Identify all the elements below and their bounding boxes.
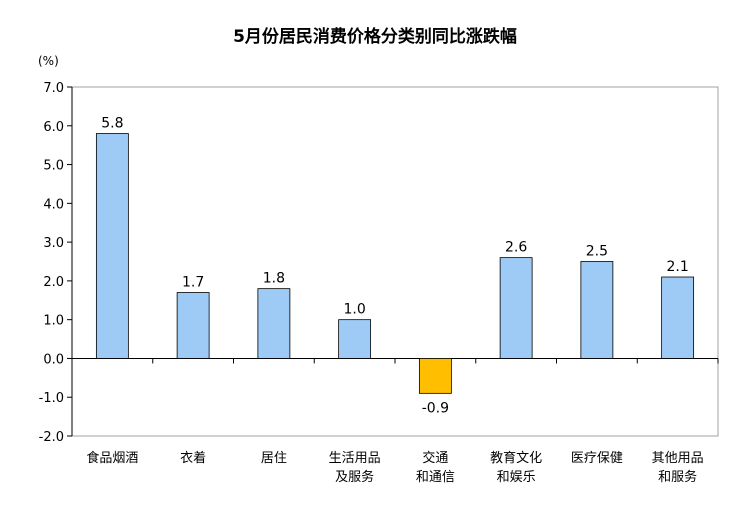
bar <box>418 358 452 394</box>
x-tick-label: 衣着 <box>180 450 206 466</box>
x-tick-label: 其他用品 <box>652 451 704 466</box>
y-tick-label: 0.0 <box>43 352 64 367</box>
x-tick-label: 居住 <box>261 451 287 466</box>
data-label: 2.1 <box>666 259 688 275</box>
data-label: 1.7 <box>182 275 204 291</box>
y-tick-label: -1.0 <box>39 391 64 406</box>
data-label: 1.0 <box>343 302 365 318</box>
data-label: 1.8 <box>263 271 285 287</box>
x-tick-label: 及服务 <box>335 469 374 485</box>
x-tick-label: 食品烟酒 <box>86 450 138 466</box>
x-tick-label: 教育文化 <box>490 450 542 466</box>
bar <box>580 261 614 359</box>
y-tick-label: 4.0 <box>43 197 64 212</box>
x-tick-label: 和服务 <box>658 469 697 485</box>
x-tick-label: 和通信 <box>416 470 455 485</box>
y-tick-label: 6.0 <box>43 120 64 135</box>
bar <box>661 276 695 359</box>
y-tick-label: 2.0 <box>43 275 64 290</box>
y-tick-label: 1.0 <box>43 314 64 329</box>
y-tick-label: 5.0 <box>43 159 64 174</box>
data-label: 2.6 <box>505 240 527 256</box>
y-tick-label: -2.0 <box>39 430 64 445</box>
chart-title: 5月份居民消费价格分类别同比涨跌幅 <box>233 27 517 47</box>
y-axis-unit: (%) <box>38 54 59 68</box>
x-tick-label: 医疗保健 <box>571 451 623 466</box>
bar <box>95 133 129 359</box>
x-tick-label: 和娱乐 <box>497 470 536 485</box>
bar <box>338 319 372 359</box>
y-tick-label: 7.0 <box>43 81 64 96</box>
bar <box>176 292 210 359</box>
bar <box>499 257 533 359</box>
data-label: 2.5 <box>586 244 608 260</box>
x-tick-label: 生活用品 <box>329 451 381 466</box>
data-label: -0.9 <box>422 400 449 416</box>
plot-frame <box>71 86 719 437</box>
x-tick-label: 交通 <box>422 450 448 466</box>
bar <box>257 288 291 359</box>
data-label: 5.8 <box>101 116 123 132</box>
y-tick-label: 3.0 <box>43 236 64 251</box>
